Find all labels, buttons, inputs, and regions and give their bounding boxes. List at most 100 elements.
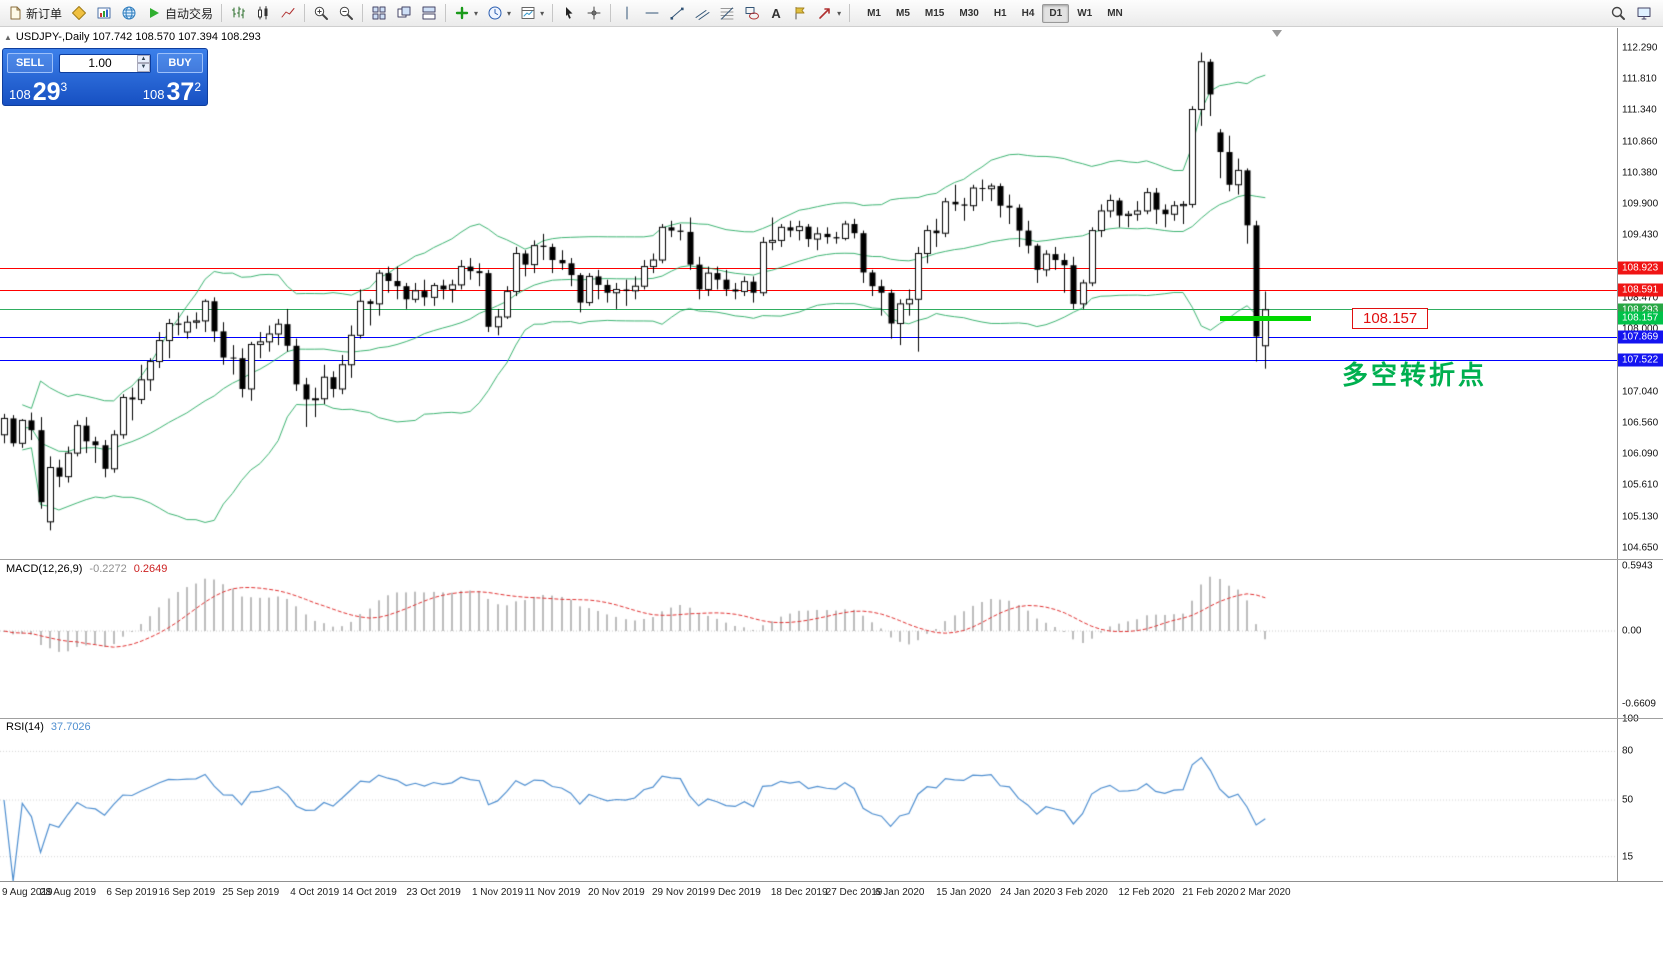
toolbar-separator	[304, 4, 306, 22]
rsi-axis-tick: 50	[1622, 794, 1634, 806]
trendline-tool-button[interactable]	[665, 2, 689, 24]
trendline-icon	[670, 7, 684, 20]
autotrading-button[interactable]: 自动交易	[142, 2, 217, 24]
date-label: 11 Nov 2019	[524, 887, 581, 898]
rsi-value: 37.7026	[50, 721, 91, 733]
fibonacci-tool-button[interactable]	[715, 2, 739, 24]
buy-price[interactable]: 108 37 2	[143, 78, 201, 106]
chart-canvas[interactable]	[0, 28, 1617, 882]
cascade-windows-button[interactable]	[392, 2, 416, 24]
macd-axis-tick: 0.5943	[1622, 560, 1653, 572]
price-tick: 112.290	[1622, 42, 1658, 54]
text-tool-button[interactable]: A	[765, 2, 787, 24]
lot-increase-button[interactable]: ▲	[137, 54, 150, 63]
bar-chart-type-button[interactable]	[226, 2, 250, 24]
zoom-out-button[interactable]	[334, 2, 358, 24]
shapes-icon	[745, 7, 760, 20]
sell-button[interactable]: SELL	[7, 53, 53, 73]
price-tick: 108.470	[1622, 292, 1659, 304]
chevron-down-icon: ▾	[540, 8, 545, 18]
crosshair-tool-button[interactable]	[582, 2, 606, 24]
rsi-panel-separator[interactable]	[0, 718, 1663, 719]
date-label: 4 Oct 2019	[290, 887, 340, 898]
new-order-button[interactable]: 新订单	[3, 2, 66, 24]
cursor-tool-button[interactable]	[557, 2, 581, 24]
line-chart-type-button[interactable]	[276, 2, 300, 24]
chevron-down-icon: ▾	[507, 8, 512, 18]
fibonacci-icon	[720, 7, 734, 20]
globe-icon	[122, 6, 136, 20]
indicators-button[interactable]: ▾	[450, 2, 482, 24]
cascade-windows-icon	[397, 6, 411, 18]
symbol-ohlc-text: USDJPY-,Daily 107.742 108.570 107.394 10…	[15, 31, 261, 43]
timeframe-d1[interactable]: D1	[1042, 3, 1070, 23]
panel-collapse-toggle[interactable]: ▲	[4, 32, 12, 42]
community-button[interactable]	[117, 2, 141, 24]
rsi-name: RSI(14)	[6, 721, 44, 733]
arrange-windows-button[interactable]	[417, 2, 441, 24]
date-label: 3 Feb 2020	[1057, 887, 1108, 898]
search-button[interactable]	[1606, 2, 1630, 24]
timeframe-m5[interactable]: M5	[889, 4, 917, 23]
timeframe-h4[interactable]: H4	[1015, 4, 1042, 23]
horizontal-line-tool-button[interactable]	[640, 2, 664, 24]
label-tool-button[interactable]	[788, 2, 812, 24]
price-tick: 111.810	[1622, 73, 1657, 85]
buy-button[interactable]: BUY	[157, 53, 203, 73]
turning-point-segment[interactable]	[1219, 315, 1311, 321]
turning-point-note[interactable]: 多空转折点	[1342, 360, 1488, 390]
timeframe-m30[interactable]: M30	[952, 4, 985, 23]
buy-price-big: 37	[166, 78, 195, 106]
macd-label-row: MACD(12,26,9) -0.2272 0.2649	[4, 563, 170, 575]
periods-button[interactable]: ▾	[483, 2, 515, 24]
macd-panel-separator[interactable]	[0, 559, 1663, 560]
new-chart-button[interactable]	[92, 2, 116, 24]
new-order-icon	[10, 6, 21, 20]
price-tick: 109.900	[1622, 198, 1659, 210]
price-marker-tag: 107.869	[1618, 330, 1663, 344]
timeframe-mn[interactable]: MN	[1100, 4, 1130, 23]
price-level-label[interactable]: 108.157	[1352, 308, 1429, 329]
chart-shift-marker[interactable]	[1272, 30, 1282, 37]
candlestick-type-button[interactable]	[251, 2, 275, 24]
toolbar-separator	[610, 4, 612, 22]
price-tick: 104.650	[1622, 542, 1659, 554]
metaeditor-button[interactable]	[67, 2, 91, 24]
price-tick: 105.130	[1622, 511, 1659, 523]
sell-price[interactable]: 108 29 3	[9, 78, 67, 106]
lot-size-input[interactable]	[59, 53, 151, 73]
sell-price-big: 29	[32, 78, 61, 106]
timeframe-m15[interactable]: M15	[918, 4, 951, 23]
timeframe-group: M1 M5 M15 M30 H1 H4 D1 W1 MN	[860, 3, 1130, 23]
timeframe-m1[interactable]: M1	[860, 4, 888, 23]
price-tick: 105.610	[1622, 479, 1659, 491]
macd-main-value: -0.2272	[89, 563, 127, 575]
macd-axis-tick: 0.00	[1622, 625, 1642, 637]
lot-stepper: ▲ ▼	[137, 54, 150, 72]
vertical-line-tool-button[interactable]	[615, 2, 639, 24]
channel-tool-button[interactable]	[690, 2, 714, 24]
templates-button[interactable]: ▾	[516, 2, 548, 24]
price-axis[interactable]: 112.290 111.810 111.340 110.860 110.380 109.9…	[1617, 28, 1663, 881]
tile-windows-button[interactable]	[367, 2, 391, 24]
timeframe-h1[interactable]: H1	[987, 4, 1014, 23]
rsi-axis-tick: 15	[1622, 851, 1634, 863]
autotrading-label: 自动交易	[165, 6, 214, 21]
macd-axis-tick: -0.6609	[1622, 698, 1656, 710]
date-label: 27 Dec 2019	[825, 887, 883, 898]
zoom-in-button[interactable]	[309, 2, 333, 24]
toolbar: 新订单 自动交易 ▾ ▾	[0, 0, 1663, 27]
price-tick: 106.090	[1622, 448, 1659, 460]
arrows-tool-button[interactable]: ▾	[813, 2, 845, 24]
toolbar-separator	[362, 4, 364, 22]
timeframe-w1[interactable]: W1	[1070, 4, 1099, 23]
toolbar-separator	[552, 4, 554, 22]
candlestick-icon	[258, 6, 268, 20]
data-window-button[interactable]	[1632, 2, 1656, 24]
search-icon	[1611, 6, 1625, 20]
time-axis[interactable]: 9 Aug 2019 28 Aug 2019 6 Sep 2019 16 Sep 20…	[0, 881, 1663, 953]
tile-windows-icon	[372, 6, 386, 20]
shapes-tool-button[interactable]	[740, 2, 764, 24]
lot-decrease-button[interactable]: ▼	[137, 63, 150, 72]
rsi-label-row: RSI(14) 37.7026	[4, 721, 93, 733]
